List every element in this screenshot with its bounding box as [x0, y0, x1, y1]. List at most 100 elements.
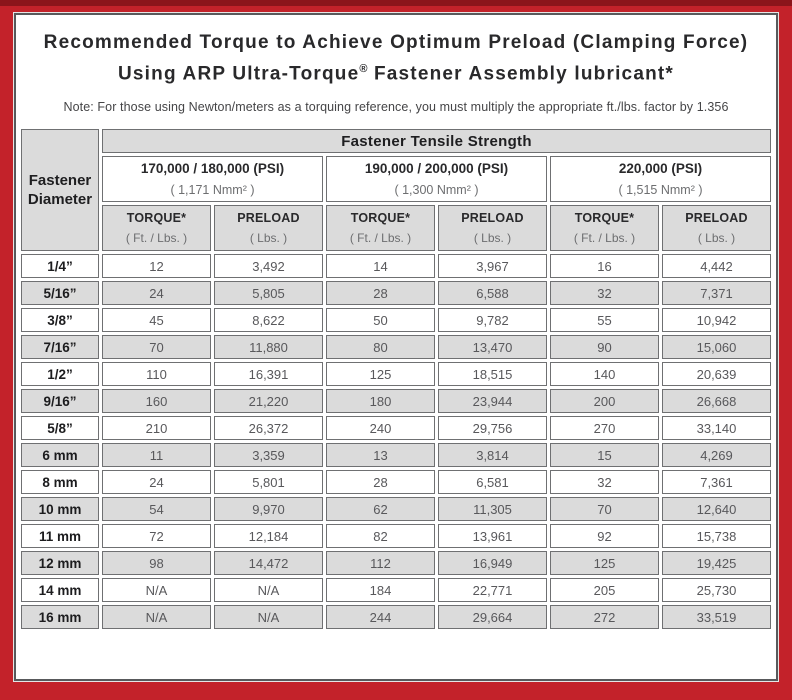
torque-spec-table: Fastener Diameter Fastener Tensile Stren… [18, 126, 774, 632]
diameter-cell: 5/8” [21, 416, 99, 441]
torque-value-cell: 54 [102, 497, 211, 522]
table-row: 1/2” 110 16,391 125 18,515 140 20,639 [21, 362, 771, 387]
table-row: 12 mm 98 14,472 112 16,949 125 19,425 [21, 551, 771, 576]
preload-value-cell: 9,782 [438, 308, 547, 333]
preload-value-cell: 33,140 [662, 416, 771, 441]
preload-value-cell: 5,801 [214, 470, 323, 495]
torque-value-cell: 140 [550, 362, 659, 387]
strength-column-170-180: 170,000 / 180,000 (PSI) ( 1,171 Nmm² ) [102, 156, 323, 203]
torque-value-cell: 72 [102, 524, 211, 549]
diameter-cell: 1/4” [21, 254, 99, 279]
torque-value-cell: 28 [326, 281, 435, 306]
tensile-strength-group-header: Fastener Tensile Strength [102, 129, 771, 154]
nmm-rating: ( 1,171 Nmm² ) [170, 183, 255, 198]
conversion-note: Note: For those using Newton/meters as a… [63, 100, 729, 115]
preload-value-cell: 19,425 [662, 551, 771, 576]
preload-value-cell: 7,361 [662, 470, 771, 495]
nmm-rating: ( 1,515 Nmm² ) [618, 183, 703, 198]
preload-value-cell: 26,372 [214, 416, 323, 441]
preload-value-cell: 6,581 [438, 470, 547, 495]
preload-value-cell: N/A [214, 578, 323, 603]
strength-column-190-200: 190,000 / 200,000 (PSI) ( 1,300 Nmm² ) [326, 156, 547, 203]
preload-value-cell: 3,814 [438, 443, 547, 468]
torque-value-cell: 70 [102, 335, 211, 360]
torque-column-header: TORQUE* ( Ft. / Lbs. ) [102, 205, 211, 252]
frame-top-shade [0, 0, 792, 6]
torque-value-cell: 14 [326, 254, 435, 279]
torque-value-cell: 184 [326, 578, 435, 603]
torque-value-cell: 270 [550, 416, 659, 441]
page-title: Recommended Torque to Achieve Optimum Pr… [16, 30, 776, 87]
registered-mark: ® [359, 63, 368, 75]
torque-value-cell: 24 [102, 470, 211, 495]
table-row: 6 mm 11 3,359 13 3,814 15 4,269 [21, 443, 771, 468]
table-row: 5/16” 24 5,805 28 6,588 32 7,371 [21, 281, 771, 306]
preload-value-cell: 13,961 [438, 524, 547, 549]
diameter-cell: 5/16” [21, 281, 99, 306]
diameter-cell: 3/8” [21, 308, 99, 333]
preload-value-cell: 23,944 [438, 389, 547, 414]
torque-column-header: TORQUE* ( Ft. / Lbs. ) [550, 205, 659, 252]
diameter-cell: 9/16” [21, 389, 99, 414]
page-title-line2: Using ARP Ultra-Torque® Fastener Assembl… [117, 63, 675, 85]
psi-rating: 220,000 (PSI) [618, 161, 703, 177]
preload-value-cell: 25,730 [662, 578, 771, 603]
table-row: 16 mm N/A N/A 244 29,664 272 33,519 [21, 605, 771, 630]
preload-value-cell: 16,949 [438, 551, 547, 576]
preload-column-header: PRELOAD ( Lbs. ) [214, 205, 323, 252]
torque-value-cell: 180 [326, 389, 435, 414]
preload-value-cell: 20,639 [662, 362, 771, 387]
preload-value-cell: 16,391 [214, 362, 323, 387]
torque-value-cell: 240 [326, 416, 435, 441]
torque-value-cell: 55 [550, 308, 659, 333]
diameter-cell: 10 mm [21, 497, 99, 522]
torque-value-cell: 112 [326, 551, 435, 576]
strength-column-220: 220,000 (PSI) ( 1,515 Nmm² ) [550, 156, 771, 203]
torque-value-cell: 210 [102, 416, 211, 441]
preload-value-cell: 5,805 [214, 281, 323, 306]
nmm-rating: ( 1,300 Nmm² ) [394, 183, 479, 198]
preload-value-cell: 7,371 [662, 281, 771, 306]
preload-value-cell: 15,060 [662, 335, 771, 360]
preload-value-cell: 11,880 [214, 335, 323, 360]
diameter-cell: 6 mm [21, 443, 99, 468]
preload-value-cell: 8,622 [214, 308, 323, 333]
diameter-cell: 11 mm [21, 524, 99, 549]
diameter-cell: 12 mm [21, 551, 99, 576]
torque-value-cell: 32 [550, 470, 659, 495]
torque-value-cell: 244 [326, 605, 435, 630]
torque-value-cell: 160 [102, 389, 211, 414]
torque-value-cell: 272 [550, 605, 659, 630]
table-row: 14 mm N/A N/A 184 22,771 205 25,730 [21, 578, 771, 603]
preload-value-cell: 18,515 [438, 362, 547, 387]
torque-value-cell: 15 [550, 443, 659, 468]
fastener-diameter-header: Fastener Diameter [21, 129, 99, 252]
preload-value-cell: 29,664 [438, 605, 547, 630]
table-row: 9/16” 160 21,220 180 23,944 200 26,668 [21, 389, 771, 414]
preload-value-cell: 6,588 [438, 281, 547, 306]
torque-value-cell: 16 [550, 254, 659, 279]
preload-column-header: PRELOAD ( Lbs. ) [662, 205, 771, 252]
torque-value-cell: 12 [102, 254, 211, 279]
table-row: 11 mm 72 12,184 82 13,961 92 15,738 [21, 524, 771, 549]
torque-value-cell: 11 [102, 443, 211, 468]
torque-value-cell: 98 [102, 551, 211, 576]
diameter-cell: 14 mm [21, 578, 99, 603]
torque-column-header: TORQUE* ( Ft. / Lbs. ) [326, 205, 435, 252]
table-row: 3/8” 45 8,622 50 9,782 55 10,942 [21, 308, 771, 333]
preload-value-cell: 4,269 [662, 443, 771, 468]
preload-value-cell: N/A [214, 605, 323, 630]
diameter-cell: 7/16” [21, 335, 99, 360]
diameter-cell: 1/2” [21, 362, 99, 387]
preload-value-cell: 33,519 [662, 605, 771, 630]
table-row: 10 mm 54 9,970 62 11,305 70 12,640 [21, 497, 771, 522]
torque-value-cell: 90 [550, 335, 659, 360]
preload-value-cell: 3,492 [214, 254, 323, 279]
torque-value-cell: 125 [550, 551, 659, 576]
preload-value-cell: 9,970 [214, 497, 323, 522]
torque-value-cell: N/A [102, 578, 211, 603]
torque-value-cell: 24 [102, 281, 211, 306]
preload-value-cell: 22,771 [438, 578, 547, 603]
preload-value-cell: 21,220 [214, 389, 323, 414]
table-row: 8 mm 24 5,801 28 6,581 32 7,361 [21, 470, 771, 495]
